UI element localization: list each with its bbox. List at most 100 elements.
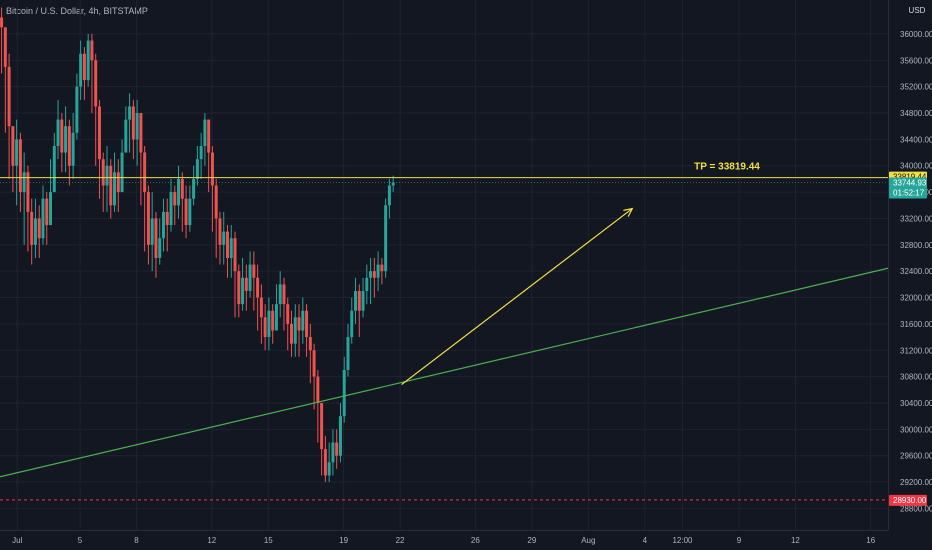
candle-body (369, 271, 373, 278)
price-tick-label: 29600.00 (900, 452, 932, 461)
candle-body (361, 290, 365, 311)
candle-body (331, 442, 335, 463)
price-tick-label: 30400.00 (900, 399, 932, 408)
candle-body (384, 205, 388, 272)
time-tick-label: 12 (207, 536, 216, 545)
price-tick-label: 35600.00 (900, 56, 932, 65)
price-tick-label: 31200.00 (900, 346, 932, 355)
time-tick-label: 5 (78, 536, 83, 545)
candle-body (97, 106, 101, 160)
candle-body (75, 86, 79, 133)
candle-body (256, 277, 260, 298)
candle-body (286, 304, 290, 324)
candle-body (173, 192, 177, 206)
candle-body (305, 310, 309, 338)
candle-body (79, 53, 83, 87)
candle-body (391, 182, 395, 186)
candle-body (161, 211, 165, 239)
time-tick-label: 22 (396, 536, 405, 545)
drawings[interactable]: TP = 33819.44 (0, 162, 890, 501)
candle-body (120, 152, 124, 193)
candle-body (229, 238, 233, 258)
price-tick-label: 36000.00 (900, 30, 932, 39)
time-tick-label: 8 (134, 536, 139, 545)
candle-body (380, 264, 384, 272)
candle-body (116, 172, 120, 193)
price-tick-label: 28800.00 (900, 504, 932, 513)
candle-body (308, 337, 312, 351)
time-tick-label: 9 (737, 536, 742, 545)
candle-body (30, 211, 34, 245)
candle-body (71, 132, 75, 166)
price-tick-label: 32800.00 (900, 241, 932, 250)
candle-body (105, 165, 109, 186)
candle-body (218, 218, 222, 245)
candle-body (372, 271, 376, 278)
price-tick-label: 30800.00 (900, 373, 932, 382)
candle-body (252, 264, 256, 278)
candle-body (52, 145, 56, 193)
candle-body (56, 119, 60, 146)
candle-body (67, 126, 71, 166)
current-price-badge-bg (889, 177, 927, 199)
candle-body (248, 264, 252, 291)
time-tick-label: 29 (527, 536, 536, 545)
price-axis[interactable]: 36000.00 35600.00 35200.00 34800.00 34400.00… (888, 0, 932, 550)
candle-body (131, 106, 135, 140)
candle-body (7, 66, 11, 127)
price-tick-label: 32400.00 (900, 267, 932, 276)
candle-body (207, 119, 211, 153)
candle-body (274, 304, 278, 331)
price-tick-label: 31600.00 (900, 320, 932, 329)
trend-line (0, 267, 890, 478)
candle-body (124, 119, 128, 153)
price-tick-label: 35200.00 (900, 83, 932, 92)
candle-body (188, 198, 192, 226)
price-tick-label: 34000.00 (900, 162, 932, 171)
candle-body (192, 178, 196, 199)
candle-body (82, 53, 86, 81)
price-tick-label: 34400.00 (900, 135, 932, 144)
support-badge-text: 28930.00 (893, 496, 927, 505)
candle-body (354, 290, 358, 311)
time-tick-label: Aug (581, 536, 595, 545)
candle-body (241, 277, 245, 305)
time-tick-label: 12:00 (672, 536, 693, 545)
candle-body (338, 416, 342, 456)
time-tick-label: 4 (643, 536, 648, 545)
candle-body (214, 185, 218, 219)
candle-body (154, 218, 158, 258)
current-price-badge-text: 01:52:17 (893, 189, 925, 198)
candle-body (180, 178, 184, 199)
time-tick-label: 26 (471, 536, 480, 545)
grid-lines (0, 0, 888, 530)
candle-body (290, 323, 293, 344)
candle-body (237, 271, 241, 305)
candle-body (357, 290, 361, 311)
time-axis[interactable]: Jul 5 8 12 15 19 22 26 29 Aug 4 12:00 9 12 16 (0, 530, 888, 546)
time-tick-label: Jul (12, 536, 22, 545)
candle-body (15, 139, 19, 166)
price-tick-label: 32000.00 (900, 294, 932, 303)
candle-body (139, 113, 143, 153)
candle-body (11, 126, 15, 166)
candle-body (210, 152, 214, 186)
candle-body (199, 145, 203, 160)
candle-body (387, 185, 391, 206)
candle-body (184, 198, 188, 226)
candle-body (49, 192, 53, 226)
candles (0, 7, 395, 483)
candle-body (233, 238, 237, 272)
support-badge-bg (889, 494, 927, 506)
candle-body (263, 317, 267, 338)
price-tick-label: 29200.00 (900, 478, 932, 487)
candle-body (335, 442, 339, 456)
chart-title: Bitcoin / U.S. Dollar, 4h, BITSTAMP (6, 6, 148, 16)
take-profit-label: TP = 33819.44 (694, 162, 760, 173)
candle-body (301, 310, 305, 331)
candle-body (342, 370, 346, 417)
current-price-badge-text: 33744.93 (893, 179, 927, 188)
candle-body (365, 277, 369, 291)
